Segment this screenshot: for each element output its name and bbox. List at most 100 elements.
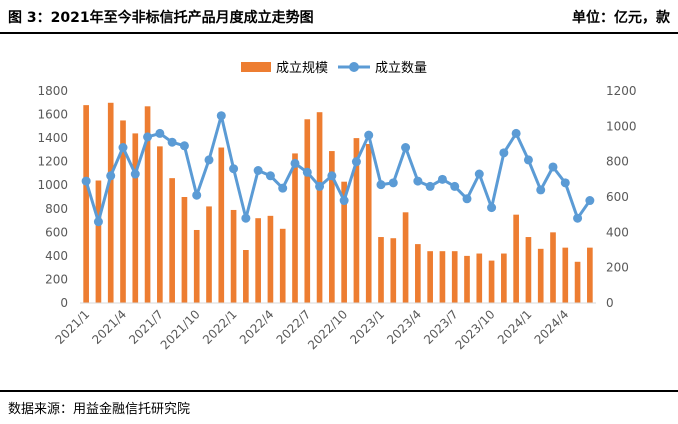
bar	[181, 197, 188, 303]
right-tick-label: 200	[606, 261, 629, 275]
line-point	[536, 185, 546, 195]
line-point	[548, 162, 558, 172]
right-tick-label: 1000	[606, 119, 637, 133]
bar	[415, 244, 421, 303]
bar	[230, 209, 237, 303]
legend-line-label: 成立数量	[375, 61, 427, 76]
line-point	[462, 194, 472, 204]
x-tick-label: 2024/4	[532, 307, 572, 347]
legend-bar-swatch	[241, 62, 271, 72]
bar	[353, 138, 360, 303]
left-tick-label: 600	[45, 225, 68, 239]
line-point	[93, 217, 103, 227]
chart-area: 成立规模 成立数量 0 200 400 600 800 1000 1200 1400 1600 1…	[37, 61, 637, 352]
bar	[562, 247, 569, 303]
line-point	[388, 178, 398, 188]
bar	[427, 251, 433, 303]
bar	[218, 147, 225, 303]
line-point	[585, 196, 595, 206]
bar	[550, 232, 556, 303]
bar	[390, 238, 397, 303]
bar	[255, 218, 261, 303]
right-tick-label: 0	[606, 296, 614, 310]
line-point	[167, 137, 177, 147]
bar	[279, 228, 286, 303]
left-tick-label: 1800	[37, 84, 68, 98]
left-tick-label: 0	[60, 296, 68, 310]
line-point	[216, 111, 226, 121]
line-point	[192, 190, 202, 200]
x-tick-label: 2023/4	[384, 307, 424, 347]
bar	[267, 215, 274, 303]
left-tick-label: 800	[45, 202, 68, 216]
top-divider	[0, 32, 678, 34]
line-point	[573, 213, 583, 223]
bar	[464, 255, 470, 303]
line-point	[143, 132, 153, 142]
line-point	[523, 155, 533, 165]
bar	[243, 250, 249, 303]
left-tick-label: 200	[45, 272, 68, 286]
x-tick-label: 2022/4	[237, 307, 277, 347]
line-point	[278, 183, 288, 193]
line-point	[364, 130, 374, 140]
line-point	[487, 203, 497, 213]
line-point	[499, 148, 509, 158]
left-tick-label: 1200	[37, 155, 68, 169]
line-point	[241, 213, 251, 223]
data-source: 数据来源：用益金融信托研究院	[8, 402, 191, 417]
line-point	[327, 171, 337, 181]
bar	[574, 261, 581, 303]
bar	[365, 144, 372, 303]
unit-label: 单位：亿元，款	[572, 10, 670, 26]
line-point	[253, 166, 263, 175]
x-tick-label: 2022/1	[200, 307, 240, 347]
x-tick-label: 2021/1	[53, 307, 93, 347]
legend-bar-label: 成立规模	[276, 61, 328, 76]
line-series	[81, 111, 595, 227]
line-point	[474, 169, 484, 179]
line-point	[155, 128, 165, 138]
x-tick-label: 2021/4	[89, 307, 129, 347]
bar	[501, 253, 507, 303]
bar	[439, 251, 446, 303]
line-point	[425, 181, 435, 191]
line-point	[511, 128, 521, 138]
bar	[144, 106, 151, 303]
right-axis-ticks: 0 200 400 600 800 1000 1200	[606, 84, 637, 310]
bar	[378, 237, 384, 303]
line-point	[339, 196, 349, 206]
bar-series	[83, 102, 593, 304]
x-axis-ticks: 2021/12021/42021/72021/102022/12022/4202…	[53, 307, 572, 352]
bar	[525, 237, 532, 303]
line-point	[437, 174, 447, 184]
bar	[193, 229, 200, 303]
line-point	[130, 169, 140, 179]
right-tick-label: 600	[606, 190, 629, 204]
line-point	[401, 143, 411, 153]
line-point	[560, 178, 570, 188]
left-tick-label: 400	[45, 249, 68, 263]
legend-line-marker	[349, 62, 359, 72]
bar	[329, 151, 335, 303]
left-tick-label: 1000	[37, 178, 68, 192]
x-tick-label: 2022/10	[305, 307, 350, 352]
bar	[488, 260, 495, 303]
bar	[120, 120, 126, 303]
left-axis-ticks: 0 200 400 600 800 1000 1200 1400 1600 1800	[37, 84, 68, 310]
bar	[107, 102, 114, 304]
line-point	[315, 181, 325, 191]
bar	[341, 181, 347, 303]
line-point	[179, 141, 189, 151]
x-tick-label: 2023/10	[453, 307, 498, 352]
line-point	[413, 176, 423, 186]
x-tick-label: 2024/1	[495, 307, 535, 347]
left-tick-label: 1600	[37, 108, 68, 122]
figure-title: 图 3：2021年至今非标信托产品月度成立走势图	[8, 10, 314, 26]
bar	[157, 146, 163, 303]
line-point	[265, 171, 275, 181]
line-point	[229, 164, 239, 174]
line-point	[106, 171, 116, 181]
right-tick-label: 400	[606, 225, 629, 239]
line-point	[302, 167, 312, 177]
